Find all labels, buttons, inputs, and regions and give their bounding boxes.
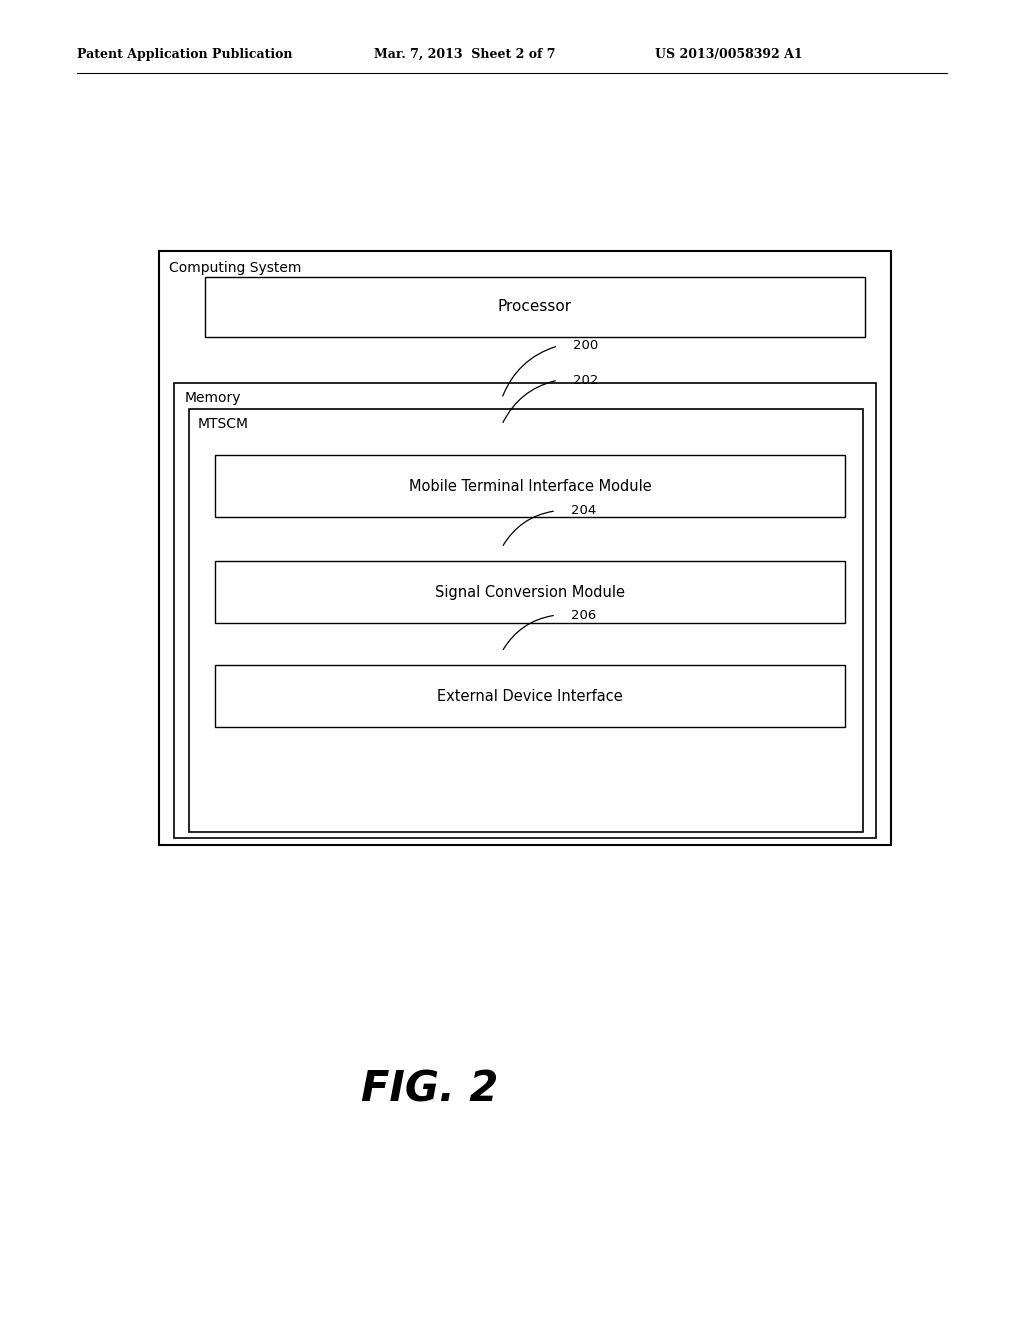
Text: 204: 204 [571, 504, 597, 517]
Text: 202: 202 [573, 374, 599, 387]
Text: 206: 206 [571, 609, 597, 622]
Bar [159, 251, 891, 845]
Bar [215, 665, 845, 727]
Text: Processor: Processor [498, 300, 572, 314]
Bar [215, 561, 845, 623]
Text: 200: 200 [573, 339, 599, 352]
Text: Mar. 7, 2013  Sheet 2 of 7: Mar. 7, 2013 Sheet 2 of 7 [374, 48, 555, 61]
Text: US 2013/0058392 A1: US 2013/0058392 A1 [655, 48, 803, 61]
Text: Memory: Memory [184, 391, 241, 405]
Text: Computing System: Computing System [169, 261, 301, 276]
Text: Signal Conversion Module: Signal Conversion Module [435, 585, 625, 599]
Text: External Device Interface: External Device Interface [437, 689, 623, 704]
Bar [215, 455, 845, 517]
Bar [205, 277, 865, 337]
Text: MTSCM: MTSCM [198, 417, 249, 432]
Text: FIG. 2: FIG. 2 [361, 1068, 499, 1110]
Bar [174, 383, 876, 838]
Bar [189, 409, 863, 832]
Text: Mobile Terminal Interface Module: Mobile Terminal Interface Module [409, 479, 651, 494]
Text: Patent Application Publication: Patent Application Publication [77, 48, 292, 61]
